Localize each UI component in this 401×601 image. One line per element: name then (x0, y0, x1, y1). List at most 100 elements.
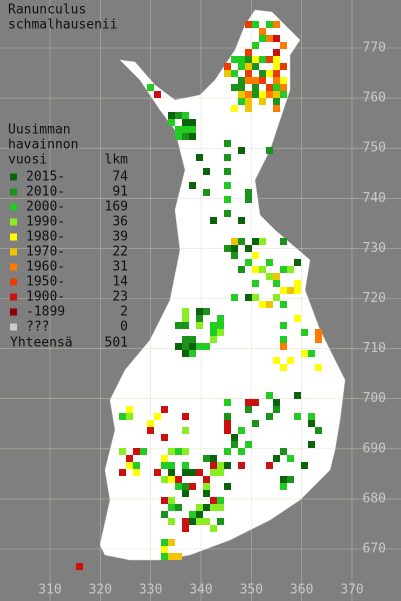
observation-square (126, 455, 133, 462)
observation-square (196, 511, 203, 518)
observation-square (147, 84, 154, 91)
observation-square (252, 56, 259, 63)
x-coordinate-label: 340 (189, 583, 212, 598)
observation-square (203, 455, 210, 462)
observation-square (266, 413, 273, 420)
x-coordinate-label: 370 (340, 583, 363, 598)
observation-square (245, 49, 252, 56)
observation-square (175, 504, 182, 511)
observation-square (245, 399, 252, 406)
observation-square (273, 70, 280, 77)
observation-square (182, 133, 189, 140)
observation-square (294, 280, 301, 287)
observation-square (273, 77, 280, 84)
observation-square (203, 343, 210, 350)
observation-square (280, 448, 287, 455)
observation-square (224, 245, 231, 252)
observation-square (238, 56, 245, 63)
observation-square (182, 518, 189, 525)
observation-square (252, 84, 259, 91)
observation-square (259, 35, 266, 42)
observation-square (266, 35, 273, 42)
observation-square (217, 497, 224, 504)
observation-square (224, 140, 231, 147)
observation-square (280, 364, 287, 371)
observation-square (161, 476, 168, 483)
observation-square (245, 63, 252, 70)
observation-square (238, 84, 245, 91)
observation-square (133, 462, 140, 469)
legend-count: 2 (120, 305, 128, 320)
observation-square (161, 546, 168, 553)
observation-square (231, 245, 238, 252)
observation-square (245, 77, 252, 84)
observation-square (161, 406, 168, 413)
y-coordinate-label: 760 (363, 91, 386, 106)
observation-square (280, 287, 287, 294)
observation-square (224, 413, 231, 420)
observation-square (168, 112, 175, 119)
observation-square (315, 364, 322, 371)
observation-square (182, 483, 189, 490)
observation-square (140, 448, 147, 455)
observation-square (301, 329, 308, 336)
observation-square (147, 427, 154, 434)
observation-square (259, 56, 266, 63)
legend-label: 1950- (26, 275, 65, 290)
observation-square (308, 441, 315, 448)
x-coordinate-label: 310 (38, 583, 61, 598)
legend-swatch (10, 248, 17, 256)
legend-label: 1990- (26, 215, 65, 230)
observation-square (182, 427, 189, 434)
observation-square (231, 238, 238, 245)
observation-square (245, 441, 252, 448)
observation-square (266, 21, 273, 28)
observation-square (238, 238, 245, 245)
observation-square (168, 518, 175, 525)
observation-square (266, 392, 273, 399)
observation-square (168, 462, 175, 469)
observation-square (280, 301, 287, 308)
observation-square (224, 70, 231, 77)
observation-square (245, 189, 252, 196)
observation-square (280, 322, 287, 329)
observations (76, 21, 322, 570)
legend-swatch (10, 203, 17, 211)
legend-count: 22 (112, 245, 128, 260)
observation-square (224, 462, 231, 469)
observation-square (175, 448, 182, 455)
observation-square (189, 483, 196, 490)
observation-square (168, 553, 175, 560)
observation-square (175, 483, 182, 490)
observation-square (161, 434, 168, 441)
observation-square (203, 490, 210, 497)
observation-square (252, 280, 259, 287)
observation-square (294, 315, 301, 322)
observation-square (273, 56, 280, 63)
observation-square (252, 420, 259, 427)
title-line: schmalhausenii (8, 18, 118, 33)
observation-square (224, 420, 231, 427)
observation-square (154, 413, 161, 420)
observation-square (301, 350, 308, 357)
observation-square (252, 42, 259, 49)
observation-square (273, 21, 280, 28)
observation-square (252, 238, 259, 245)
observation-square (189, 469, 196, 476)
observation-square (196, 343, 203, 350)
observation-square (175, 322, 182, 329)
legend-count: 169 (105, 200, 128, 215)
observation-square (126, 406, 133, 413)
observation-square (266, 70, 273, 77)
observation-square (189, 336, 196, 343)
observation-square (224, 399, 231, 406)
legend-label: 2000- (26, 200, 65, 215)
observation-square (154, 469, 161, 476)
observation-square (203, 168, 210, 175)
legend-swatch (10, 188, 17, 196)
observation-square (280, 266, 287, 273)
legend-count: 23 (112, 290, 128, 305)
observation-square (224, 448, 231, 455)
